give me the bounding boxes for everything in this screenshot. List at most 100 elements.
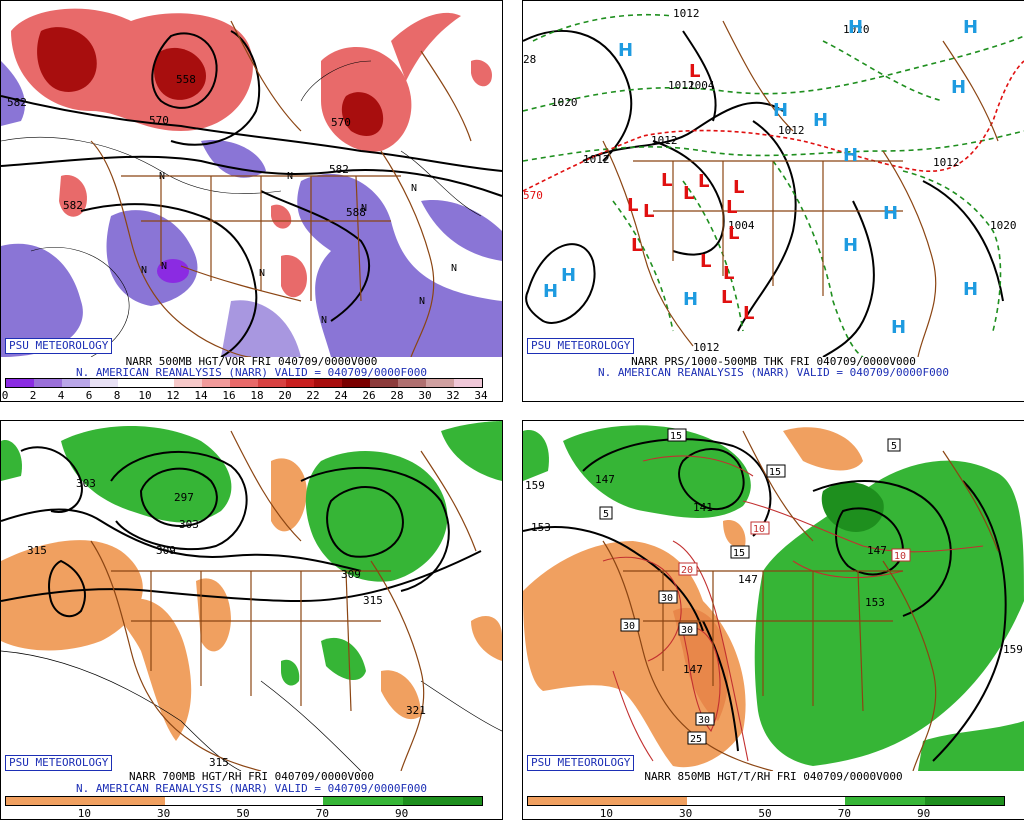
height-contour xyxy=(80,203,258,357)
isobar-label: 1004 xyxy=(688,79,715,92)
vorticity-negative-area xyxy=(297,173,502,357)
temperature-label-box: 30 xyxy=(620,618,640,632)
vorticity-positive-area xyxy=(341,92,384,136)
high-pressure-symbol: H xyxy=(773,100,788,121)
thickness-contour xyxy=(772,160,864,357)
temperature-contour xyxy=(792,560,904,579)
isobar-label: 1020 xyxy=(843,23,870,36)
country-border xyxy=(180,265,302,302)
height-contour xyxy=(835,507,905,576)
temperature-label: 30 xyxy=(661,593,673,604)
vorticity-contour xyxy=(1,137,282,194)
temperature-humidity-850-map: 159 153 147 147 147 153 159 147 141 5 15… xyxy=(523,421,1024,771)
colorbar-tick-label: 70 xyxy=(837,807,851,820)
dry-area xyxy=(783,427,863,471)
colorbar-tick-label: 4 xyxy=(57,389,65,402)
high-pressure-symbol: H xyxy=(848,17,863,38)
source-badge: PSU METEOROLOGY xyxy=(5,338,113,354)
coastline xyxy=(602,140,694,347)
height-contour xyxy=(48,559,86,618)
temperature-contour xyxy=(642,455,754,477)
vorticity-contour xyxy=(400,150,482,217)
source-badge: PSU METEOROLOGY xyxy=(5,755,113,771)
dry-area xyxy=(471,616,502,661)
isobar-label: 1020 xyxy=(551,96,578,109)
height-label: 153 xyxy=(865,596,885,609)
coastline xyxy=(90,140,252,357)
panel-pressure-thickness: 1012 1020 1020 1012 1004 1012 1012 1012 … xyxy=(522,0,1024,402)
high-pressure-symbol: H xyxy=(683,289,698,310)
colorbar-tick-label: 50 xyxy=(758,807,772,820)
contour-label: 582 xyxy=(329,163,349,176)
vorticity-negative-area xyxy=(1,243,83,357)
panel-850mb-temperature-humidity: 159 153 147 147 147 153 159 147 141 5 15… xyxy=(522,420,1024,820)
colorbar-swatch xyxy=(398,379,426,387)
height-contour xyxy=(151,32,218,109)
height-label: 321 xyxy=(406,704,426,717)
colorbar-swatch xyxy=(6,379,34,387)
vorticity-positive-area xyxy=(59,175,87,217)
colorbar-swatch xyxy=(528,797,608,805)
humidity-colorbar xyxy=(5,796,483,806)
height-label: 303 xyxy=(179,518,199,531)
colorbar-swatch xyxy=(202,379,230,387)
contour-label: 582 xyxy=(63,199,83,212)
colorbar-swatch xyxy=(342,379,370,387)
temperature-label-box: 25 xyxy=(687,731,707,745)
height-contour xyxy=(260,680,362,771)
contour-label: 588 xyxy=(346,206,366,219)
map-title: NARR PRS/1000-500MB THK FRI 040709/0000V… xyxy=(631,355,916,368)
coastline xyxy=(230,20,302,132)
vorticity-positive-area xyxy=(37,27,97,92)
low-pressure-symbol: L xyxy=(661,170,672,191)
high-pressure-symbol: H xyxy=(951,77,966,98)
temperature-label-box: 30 xyxy=(678,622,698,636)
vorticity-positive-area xyxy=(471,59,492,87)
colorbar-swatch xyxy=(146,379,174,387)
coastline xyxy=(90,540,262,771)
high-pressure-symbol: H xyxy=(561,265,576,286)
colorbar-swatch xyxy=(174,379,202,387)
dry-area xyxy=(381,670,421,720)
thickness-contour xyxy=(532,13,674,42)
high-pressure-symbol: H xyxy=(543,281,558,302)
temperature-label-box: 15 xyxy=(766,464,786,478)
colorbar-swatch xyxy=(314,379,342,387)
height-contour xyxy=(582,438,772,537)
dry-area xyxy=(120,598,192,741)
high-pressure-symbol: H xyxy=(883,203,898,224)
low-pressure-symbol: L xyxy=(723,263,734,284)
height-contour xyxy=(702,620,739,752)
isobar-label: 1012 xyxy=(673,7,700,20)
colorbar-tick-label: 16 xyxy=(222,389,236,402)
moist-area xyxy=(321,637,366,681)
vorticity-min-symbol: N xyxy=(361,203,367,214)
temperature-label-box: 5 xyxy=(599,506,613,520)
vorticity-positive-area xyxy=(271,204,292,229)
isobar xyxy=(922,180,1004,302)
colorbar-swatch xyxy=(686,797,766,805)
moist-area xyxy=(441,421,502,481)
height-label: 147 xyxy=(595,473,615,486)
height-contour xyxy=(1,550,482,603)
moist-area xyxy=(918,721,1024,771)
vorticity-min-symbol: N xyxy=(451,263,457,274)
thickness-contour xyxy=(822,40,944,102)
vorticity-positive-area xyxy=(154,47,206,100)
temperature-label: 30 xyxy=(623,621,635,632)
moist-area xyxy=(305,451,448,582)
temperature-label-box: 10 xyxy=(891,548,911,562)
vorticity-min-symbol: N xyxy=(419,296,425,307)
isobar xyxy=(682,30,717,122)
temperature-contour xyxy=(682,627,721,733)
height-label: 159 xyxy=(525,479,545,492)
low-pressure-symbol: L xyxy=(721,287,732,308)
vorticity-positive-area xyxy=(281,255,307,298)
map-subtitle: N. AMERICAN REANALYSIS (NARR) VALID = 04… xyxy=(76,782,427,795)
map-subtitle: N. AMERICAN REANALYSIS (NARR) VALID = 04… xyxy=(598,366,949,379)
colorbar-tick-label: 10 xyxy=(77,807,91,820)
coastline xyxy=(882,150,937,357)
low-pressure-symbol: L xyxy=(700,251,711,272)
coastline xyxy=(942,40,999,142)
colorbar-swatch xyxy=(426,379,454,387)
